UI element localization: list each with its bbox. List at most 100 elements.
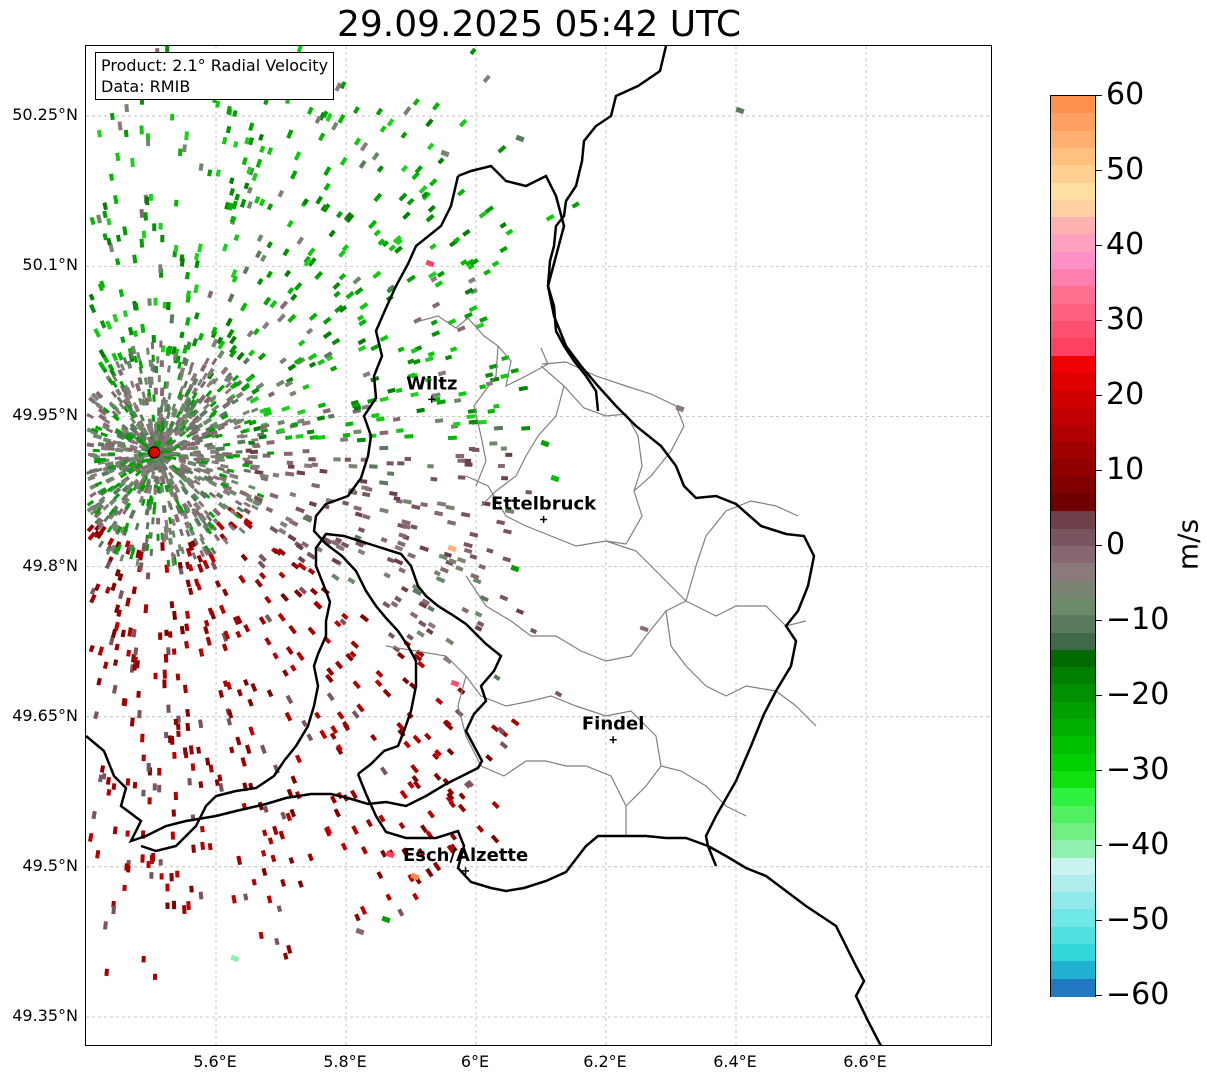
echo-pixel bbox=[360, 846, 368, 855]
echo-pixel bbox=[172, 444, 181, 450]
echo-pixel bbox=[214, 580, 222, 588]
echo-pixel bbox=[179, 367, 186, 375]
echo-pixel bbox=[499, 245, 508, 254]
echo-pixel bbox=[196, 583, 202, 591]
echo-pixel bbox=[192, 492, 200, 500]
echo-pixel bbox=[263, 406, 272, 414]
echo-pixel bbox=[181, 454, 189, 458]
echo-pixel bbox=[131, 586, 137, 595]
echo-pixel bbox=[99, 765, 106, 773]
echo-pixel bbox=[288, 857, 295, 865]
echo-pixel bbox=[286, 129, 294, 139]
echo-pixel bbox=[390, 600, 399, 608]
echo-pixel bbox=[92, 400, 101, 407]
echo-pixel bbox=[227, 709, 234, 719]
echo-pixel bbox=[466, 414, 476, 420]
echo-pixel bbox=[124, 384, 130, 393]
echo-pixel bbox=[400, 131, 408, 139]
echo-pixel bbox=[166, 647, 171, 656]
echo-pixel bbox=[251, 878, 257, 886]
echo-pixel bbox=[248, 484, 256, 490]
colorbar-segment bbox=[1051, 251, 1095, 270]
echo-pixel bbox=[196, 455, 204, 460]
echo-pixel bbox=[153, 423, 158, 431]
echo-pixel bbox=[434, 280, 444, 288]
echo-pixel bbox=[212, 475, 221, 481]
echo-pixel bbox=[114, 456, 122, 460]
echo-pixel bbox=[138, 452, 146, 456]
echo-pixel bbox=[175, 870, 180, 878]
echo-pixel bbox=[95, 849, 101, 859]
echo-pixel bbox=[106, 789, 112, 796]
echo-pixel bbox=[189, 361, 195, 370]
echo-pixel bbox=[126, 360, 133, 370]
echo-pixel bbox=[231, 894, 237, 904]
colorbar-segment bbox=[1051, 805, 1095, 824]
echo-pixel bbox=[293, 589, 303, 598]
echo-pixel bbox=[165, 437, 173, 446]
echo-pixel bbox=[240, 757, 247, 767]
echo-pixel bbox=[123, 435, 132, 442]
map-panel[interactable]: Wiltz Ettelbruck Findel Esch/Alzette bbox=[85, 45, 992, 1046]
echo-pixel bbox=[290, 170, 298, 180]
echo-pixel bbox=[110, 521, 117, 529]
echo-pixel bbox=[458, 391, 467, 397]
echo-pixel bbox=[182, 684, 188, 694]
echo-pixel bbox=[169, 477, 176, 486]
colorbar-segment bbox=[1051, 424, 1095, 443]
echo-pixel bbox=[402, 211, 411, 220]
echo-pixel bbox=[204, 545, 211, 553]
echo-pixel bbox=[156, 517, 161, 525]
echo-pixel bbox=[177, 429, 185, 437]
echo-pixel bbox=[235, 615, 243, 625]
echo-pixel bbox=[135, 423, 142, 431]
echo-pixel bbox=[156, 477, 160, 485]
echo-pixel bbox=[469, 553, 478, 560]
echo-pixel bbox=[120, 629, 126, 638]
echo-pixel bbox=[107, 447, 115, 451]
echo-pixel bbox=[675, 404, 685, 413]
echo-pixel bbox=[114, 604, 121, 614]
echo-pixel bbox=[179, 466, 188, 473]
echo-pixel bbox=[92, 455, 100, 459]
echo-pixel bbox=[416, 660, 426, 669]
echo-pixel bbox=[149, 497, 154, 505]
echo-pixel bbox=[394, 245, 403, 254]
echo-pixel bbox=[146, 762, 151, 772]
echo-pixel bbox=[383, 572, 391, 579]
echo-pixel bbox=[464, 462, 473, 467]
echo-pixel bbox=[197, 500, 205, 508]
echo-pixel bbox=[102, 503, 110, 511]
colorbar-segment bbox=[1051, 182, 1095, 201]
echo-pixel bbox=[457, 803, 467, 813]
echo-pixel bbox=[136, 690, 141, 698]
echo-pixel bbox=[477, 419, 487, 425]
echo-pixel bbox=[193, 537, 199, 546]
echo-pixel bbox=[233, 424, 242, 430]
echo-pixel bbox=[395, 387, 403, 394]
colorbar-segment bbox=[1051, 476, 1095, 495]
echo-pixel bbox=[236, 855, 243, 866]
echo-pixel bbox=[490, 724, 500, 733]
echo-pixel bbox=[179, 424, 187, 432]
echo-pixel bbox=[315, 435, 326, 440]
echo-pixel bbox=[134, 465, 143, 473]
echo-pixel bbox=[317, 402, 327, 409]
echo-pixel bbox=[352, 276, 362, 285]
echo-pixel bbox=[128, 509, 136, 520]
echo-pixel bbox=[245, 448, 252, 453]
echo-pixel bbox=[482, 74, 491, 84]
echo-pixel bbox=[112, 313, 119, 323]
echo-pixel bbox=[165, 381, 170, 389]
echo-pixel bbox=[90, 392, 100, 402]
echo-pixel bbox=[110, 544, 116, 553]
echo-pixel bbox=[152, 507, 156, 515]
echo-pixel bbox=[122, 458, 130, 464]
echo-pixel bbox=[243, 501, 251, 508]
echo-pixel bbox=[153, 297, 158, 306]
echo-pixel bbox=[282, 248, 290, 257]
echo-pixel bbox=[278, 830, 286, 840]
radar-echoes bbox=[86, 46, 745, 980]
gridlines bbox=[86, 46, 991, 1045]
echo-pixel bbox=[100, 453, 108, 457]
